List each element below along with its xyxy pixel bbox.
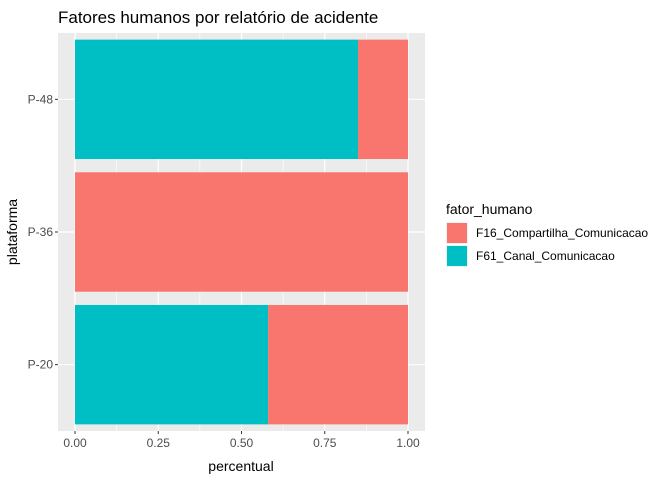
bar-P-48-F61_Canal_Comunicacao: [75, 39, 359, 160]
x-tick-label: 0.00: [63, 436, 87, 450]
x-tick-label: 0.75: [313, 436, 337, 450]
legend-label: F61_Canal_Comunicacao: [476, 249, 615, 263]
legend-title: fator_humano: [446, 201, 533, 217]
bar-P-36-F16_Compartilha_Comunicacao: [75, 172, 408, 292]
legend: fator_humano F16_Compartilha_Comunicacao…: [446, 201, 648, 267]
legend-label: F16_Compartilha_Comunicacao: [476, 226, 648, 240]
bar-P-20-F16_Compartilha_Comunicacao: [268, 304, 408, 425]
x-tick-label: 0.50: [230, 436, 254, 450]
x-axis: 0.00 0.25 0.50 0.75 1.00: [63, 431, 420, 450]
bar-P-20-F61_Canal_Comunicacao: [75, 304, 269, 425]
x-tick-label: 0.25: [147, 436, 171, 450]
bars: [75, 39, 408, 425]
y-axis: P-20 P-36 P-48: [28, 92, 58, 372]
y-tick-label: P-48: [28, 92, 54, 106]
y-tick-label: P-36: [28, 225, 54, 239]
x-axis-title: percentual: [208, 458, 273, 474]
legend-swatch: [447, 246, 467, 266]
legend-swatch: [447, 223, 467, 243]
legend-entries: F16_Compartilha_Comunicacao F61_Canal_Com…: [446, 222, 648, 267]
y-axis-title: plataforma: [4, 199, 20, 265]
chart-title: Fatores humanos por relatório de acident…: [58, 8, 378, 27]
x-tick-label: 1.00: [396, 436, 420, 450]
bar-P-48-F16_Compartilha_Comunicacao: [358, 39, 408, 160]
y-tick-label: P-20: [28, 358, 54, 372]
